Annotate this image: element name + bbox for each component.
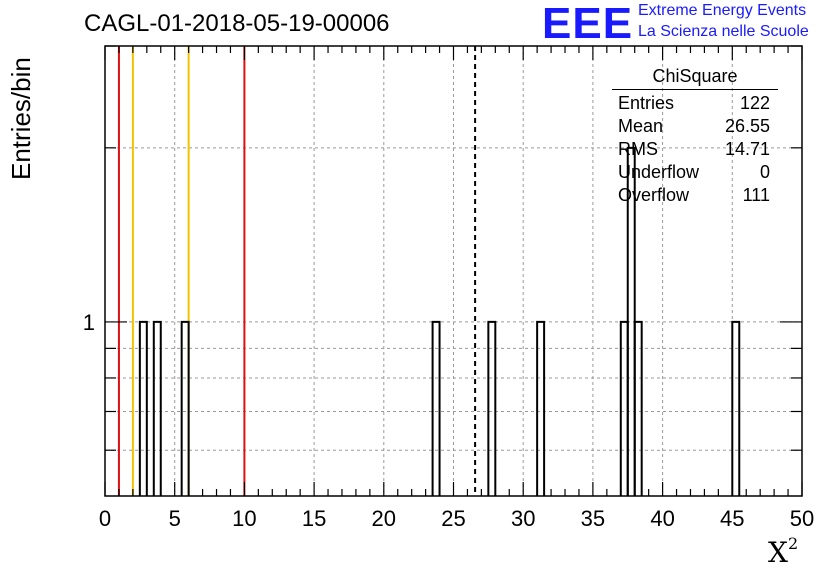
stats-label: Entries: [618, 93, 675, 113]
x-tick-label: 5: [169, 506, 181, 531]
logo-line-2: La Scienza nelle Scuole: [638, 23, 809, 40]
histogram-bar: [138, 320, 148, 496]
histogram-bar: [633, 320, 643, 496]
y-tick-label: 1: [83, 310, 95, 335]
x-axis-label: X2: [768, 534, 799, 569]
x-tick-label: 15: [302, 506, 326, 531]
histogram-bar: [731, 320, 741, 496]
x-axis-label-text: X: [768, 536, 788, 569]
stats-label: RMS: [618, 139, 658, 159]
stats-value: 26.55: [724, 116, 770, 136]
x-tick-label: 20: [372, 506, 396, 531]
stats-row-underflow: Underflow 0: [612, 161, 778, 184]
x-tick-label: 35: [581, 506, 605, 531]
stats-label: Underflow: [618, 162, 700, 182]
x-tick-label: 30: [511, 506, 535, 531]
logo-line-1: Extreme Energy Events: [638, 2, 807, 19]
stats-box: ChiSquare Entries 122 Mean 26.55 RMS 14.71 …: [612, 66, 778, 207]
x-tick-label: 10: [232, 506, 256, 531]
x-tick-label: 50: [790, 506, 814, 531]
x-axis-label-superscript: 2: [787, 534, 799, 553]
stats-title: ChiSquare: [612, 66, 778, 90]
histogram-bar: [180, 320, 190, 496]
stats-row-mean: Mean 26.55: [612, 115, 778, 138]
stats-row-rms: RMS 14.71: [612, 138, 778, 161]
x-tick-label: 40: [650, 506, 674, 531]
stats-label: Mean: [618, 116, 664, 136]
stats-row-overflow: Overflow 111: [612, 184, 778, 207]
x-tick-label: 25: [441, 506, 465, 531]
histogram-bar: [487, 320, 497, 496]
stats-value: 111: [742, 185, 770, 205]
x-tick-label: 45: [720, 506, 744, 531]
x-tick-label: 0: [99, 506, 111, 531]
histogram-bar: [536, 320, 546, 496]
histogram-bar: [152, 320, 162, 496]
stats-row-entries: Entries 122: [612, 92, 778, 115]
histogram-bar: [431, 320, 441, 496]
stats-value: 14.71: [724, 139, 770, 159]
chart-title: CAGL-01-2018-05-19-00006: [84, 10, 390, 37]
eee-logo: EEE: [542, 0, 634, 48]
stats-value: 122: [739, 93, 770, 113]
stats-label: Overflow: [618, 185, 690, 205]
stats-value: 0: [759, 162, 770, 182]
